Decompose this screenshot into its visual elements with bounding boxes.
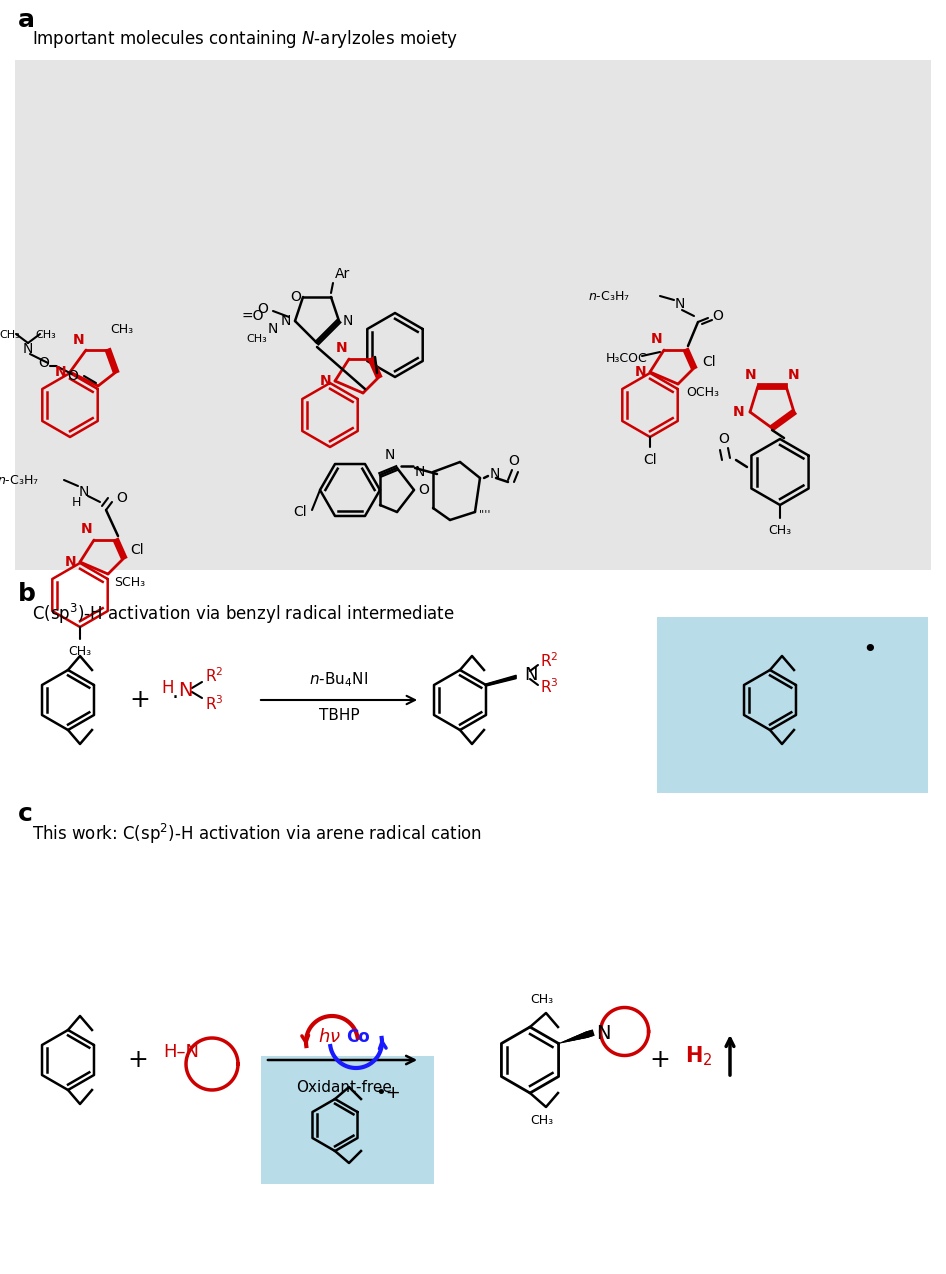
Text: CH₃: CH₃ <box>531 1113 553 1127</box>
Text: Cl: Cl <box>643 454 657 468</box>
Text: O: O <box>719 432 729 446</box>
Text: H: H <box>71 496 80 508</box>
Bar <box>15 60 931 569</box>
Text: c: c <box>18 803 33 826</box>
Text: R$^3$: R$^3$ <box>540 678 558 697</box>
Text: O: O <box>39 355 49 369</box>
Text: N: N <box>414 465 425 479</box>
Text: O: O <box>712 310 723 324</box>
FancyBboxPatch shape <box>261 1056 434 1184</box>
Text: N: N <box>635 364 646 378</box>
Text: This work: C(sp$^2$)-H activation via arene radical cation: This work: C(sp$^2$)-H activation via ar… <box>32 822 482 846</box>
Text: N: N <box>524 666 537 684</box>
Text: •: • <box>863 638 877 662</box>
Text: Co: Co <box>346 1028 370 1046</box>
Text: Oxidant-free: Oxidant-free <box>296 1080 392 1096</box>
Text: O: O <box>116 490 127 505</box>
Text: CH₃: CH₃ <box>768 524 792 538</box>
Text: N: N <box>788 368 799 382</box>
Text: Cl: Cl <box>130 543 144 557</box>
Text: OCH₃: OCH₃ <box>686 386 719 399</box>
Text: Cl: Cl <box>702 355 715 369</box>
Text: N: N <box>336 341 347 355</box>
Text: $n$-Bu$_4$NI: $n$-Bu$_4$NI <box>309 670 369 689</box>
Text: N: N <box>732 405 744 419</box>
Text: O: O <box>290 290 301 304</box>
Text: N: N <box>23 341 33 355</box>
Text: N: N <box>73 333 84 347</box>
Text: +: + <box>650 1049 671 1071</box>
Text: CH₃: CH₃ <box>531 992 553 1006</box>
Text: N: N <box>80 522 92 536</box>
Text: N: N <box>320 375 331 389</box>
Text: $h\nu$: $h\nu$ <box>319 1028 342 1046</box>
Text: N: N <box>651 333 662 347</box>
Text: R$^2$: R$^2$ <box>205 666 223 685</box>
Text: a: a <box>18 8 35 32</box>
Text: N: N <box>674 297 685 311</box>
Text: b: b <box>18 582 36 606</box>
Text: TBHP: TBHP <box>319 708 359 724</box>
Text: O: O <box>67 369 78 383</box>
Text: C(sp$^3$)-H activation via benzyl radical intermediate: C(sp$^3$)-H activation via benzyl radica… <box>32 603 455 626</box>
Text: Important molecules containing $\it{N}$-arylzoles moiety: Important molecules containing $\it{N}$-… <box>32 28 458 50</box>
Text: $n$-C₃H₇: $n$-C₃H₇ <box>0 474 39 487</box>
Text: '''': '''' <box>479 510 492 519</box>
Text: H₃COC: H₃COC <box>606 352 648 364</box>
Text: H: H <box>162 679 174 697</box>
Text: N: N <box>178 680 192 699</box>
Text: N: N <box>268 322 278 336</box>
Text: N: N <box>745 368 756 382</box>
Text: N: N <box>79 485 89 499</box>
Text: N: N <box>490 468 500 482</box>
Text: CH₃: CH₃ <box>0 330 21 340</box>
Text: +: + <box>128 1049 149 1071</box>
Text: $n$-C₃H₇: $n$-C₃H₇ <box>588 289 630 302</box>
Text: CH₃: CH₃ <box>68 645 92 657</box>
Text: •+: •+ <box>375 1084 401 1102</box>
Text: N: N <box>597 1024 611 1043</box>
Text: H–N: H–N <box>163 1043 199 1061</box>
Text: Ar: Ar <box>335 268 350 282</box>
Text: R$^3$: R$^3$ <box>205 694 223 713</box>
Text: R$^2$: R$^2$ <box>540 651 558 670</box>
Text: N: N <box>385 448 395 462</box>
Text: N: N <box>64 555 76 569</box>
Text: CH₃: CH₃ <box>247 334 268 344</box>
Text: CH₃: CH₃ <box>36 330 57 340</box>
Text: =O: =O <box>242 310 264 324</box>
Text: Cl: Cl <box>293 505 307 519</box>
Text: O: O <box>257 302 269 316</box>
Text: O: O <box>418 483 429 497</box>
Text: H$_2$: H$_2$ <box>685 1045 712 1068</box>
Text: N: N <box>281 313 291 327</box>
Text: .: . <box>171 682 179 702</box>
Text: N: N <box>54 364 66 378</box>
FancyBboxPatch shape <box>657 617 928 792</box>
Text: N: N <box>343 313 354 327</box>
Text: CH₃: CH₃ <box>110 324 133 336</box>
Text: +: + <box>130 688 150 712</box>
Text: SCH₃: SCH₃ <box>114 576 145 589</box>
Text: O: O <box>509 454 519 468</box>
